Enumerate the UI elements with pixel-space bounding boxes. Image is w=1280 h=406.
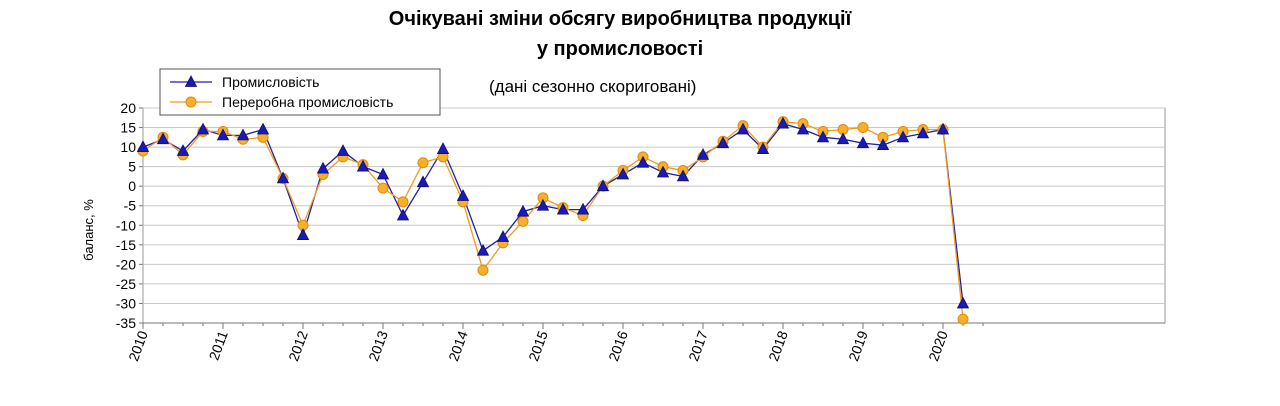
- data-point-triangle: [576, 202, 590, 215]
- legend-label: Промисловість: [222, 74, 319, 90]
- legend: Промисловість Переробна промисловість: [159, 68, 441, 116]
- data-point-triangle: [936, 122, 950, 135]
- data-point-circle: [857, 122, 869, 134]
- y-tick-label: -20: [116, 256, 136, 272]
- data-point-triangle: [236, 128, 250, 141]
- chart-title-line2: у промисловості: [536, 38, 704, 60]
- data-point-triangle: [276, 171, 290, 184]
- data-point-triangle: [836, 132, 850, 145]
- data-point-triangle: [216, 128, 230, 141]
- x-tick-label: 2011: [205, 328, 230, 362]
- data-point-triangle: [456, 189, 470, 201]
- data-point-triangle: [616, 167, 630, 180]
- x-tick-label: 2019: [845, 328, 871, 363]
- legend-label: Переробна промисловість: [222, 94, 393, 110]
- y-axis: 20 15 10 5 0 -5 -10 -15 -20 -25 -30 -35: [116, 100, 143, 331]
- data-point-triangle: [396, 208, 410, 221]
- data-point-triangle: [136, 140, 150, 152]
- data-point-triangle: [436, 142, 450, 154]
- chart-title-line1: Очікувані зміни обсягу виробництва проду…: [388, 8, 852, 30]
- y-tick-label: 0: [128, 178, 136, 194]
- x-tick-label: 2014: [445, 328, 471, 363]
- data-point-triangle: [896, 130, 910, 143]
- y-tick-label: -30: [116, 295, 136, 311]
- data-point-triangle: [416, 175, 430, 188]
- data-point-triangle: [256, 122, 270, 135]
- data-point-triangle: [316, 161, 330, 174]
- data-point-triangle: [736, 122, 750, 135]
- y-axis-label: баланс, %: [81, 199, 96, 261]
- data-point-triangle: [496, 230, 510, 242]
- legend-marker-triangle: [184, 75, 198, 87]
- y-tick-label: -25: [116, 276, 136, 292]
- data-point-triangle: [716, 136, 730, 149]
- y-tick-label: 5: [128, 159, 136, 175]
- y-tick-label: -10: [116, 217, 136, 233]
- x-tick-label: 2012: [285, 328, 311, 363]
- data-point-triangle: [476, 243, 490, 256]
- x-tick-label: 2015: [525, 328, 551, 363]
- data-point-triangle: [656, 165, 670, 178]
- y-tick-label: -35: [116, 315, 136, 331]
- y-tick-label: 20: [120, 100, 136, 116]
- data-point-triangle: [876, 138, 890, 151]
- data-point-triangle: [356, 159, 370, 172]
- data-point-triangle: [596, 179, 610, 192]
- data-point-triangle: [296, 228, 310, 240]
- x-tick-label: 2010: [125, 328, 151, 363]
- x-tick-label: 2017: [685, 328, 711, 363]
- series-group: [136, 116, 970, 325]
- y-tick-label: 10: [120, 139, 136, 155]
- data-point-circle: [377, 182, 389, 194]
- legend-box: [159, 68, 441, 116]
- data-point-triangle: [856, 136, 870, 149]
- data-point-triangle: [756, 142, 770, 154]
- data-point-triangle: [556, 202, 570, 215]
- data-point-circle: [957, 313, 969, 325]
- legend-marker-circle: [185, 96, 197, 108]
- data-point-circle: [477, 264, 489, 276]
- series-line-1: [142, 122, 964, 304]
- x-tick-label: 2020: [925, 328, 951, 363]
- data-point-triangle: [696, 148, 710, 160]
- data-point-circle: [517, 215, 529, 227]
- data-point-triangle: [516, 204, 530, 217]
- data-point-triangle: [536, 198, 550, 211]
- x-tick-label: 2013: [365, 328, 391, 363]
- y-tick-label: 15: [120, 120, 136, 136]
- x-tick-label: 2018: [765, 328, 791, 363]
- data-point-triangle: [676, 169, 690, 182]
- data-point-circle: [417, 157, 429, 169]
- data-point-triangle: [816, 130, 830, 143]
- data-point-triangle: [196, 122, 210, 135]
- x-axis: 2010 2011 2012 2013 2014 2015 2016 2017 2018 2019…: [125, 322, 1165, 363]
- data-point-triangle: [636, 155, 650, 168]
- data-point-triangle: [796, 122, 810, 135]
- x-tick-label: 2016: [605, 328, 631, 363]
- data-point-circle: [397, 196, 409, 208]
- data-point-triangle: [916, 126, 930, 139]
- data-point-triangle: [376, 167, 390, 180]
- data-point-triangle: [956, 296, 970, 309]
- data-point-triangle: [156, 132, 170, 145]
- y-tick-label: -5: [124, 198, 137, 214]
- chart-subtitle: (дані сезонно скориговані): [489, 77, 697, 96]
- data-point-triangle: [776, 116, 790, 129]
- data-point-triangle: [336, 144, 350, 156]
- data-point-triangle: [176, 144, 190, 156]
- series-line-2: [142, 121, 964, 320]
- y-tick-label: -15: [116, 237, 136, 253]
